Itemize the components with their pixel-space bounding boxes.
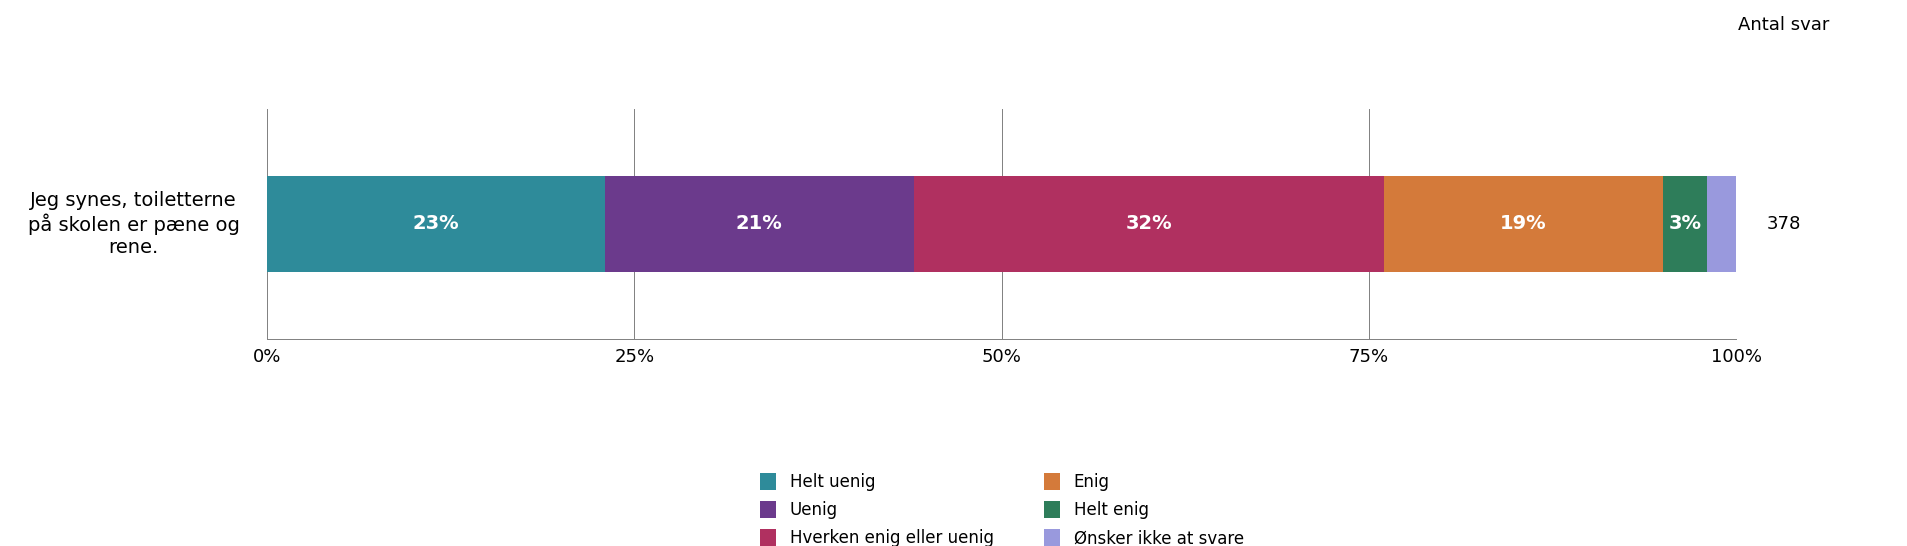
- Bar: [1383, 176, 1661, 271]
- Bar: [1663, 176, 1707, 271]
- Bar: [1707, 176, 1735, 271]
- Bar: [913, 176, 1383, 271]
- Text: Antal svar: Antal svar: [1737, 16, 1829, 34]
- Text: 23%: 23%: [412, 215, 460, 233]
- Bar: [605, 176, 913, 271]
- Text: 21%: 21%: [736, 215, 782, 233]
- Text: 3%: 3%: [1667, 215, 1701, 233]
- Text: 378: 378: [1766, 215, 1800, 233]
- Text: 32%: 32%: [1125, 215, 1171, 233]
- Bar: [267, 176, 605, 271]
- Text: 19%: 19%: [1499, 215, 1547, 233]
- Legend: Helt uenig, Uenig, Hverken enig eller uenig, Enig, Helt enig, Ønsker ikke at sva: Helt uenig, Uenig, Hverken enig eller ue…: [759, 473, 1243, 546]
- Text: Jeg synes, toiletterne
på skolen er pæne og
rene.: Jeg synes, toiletterne på skolen er pæne…: [27, 191, 240, 257]
